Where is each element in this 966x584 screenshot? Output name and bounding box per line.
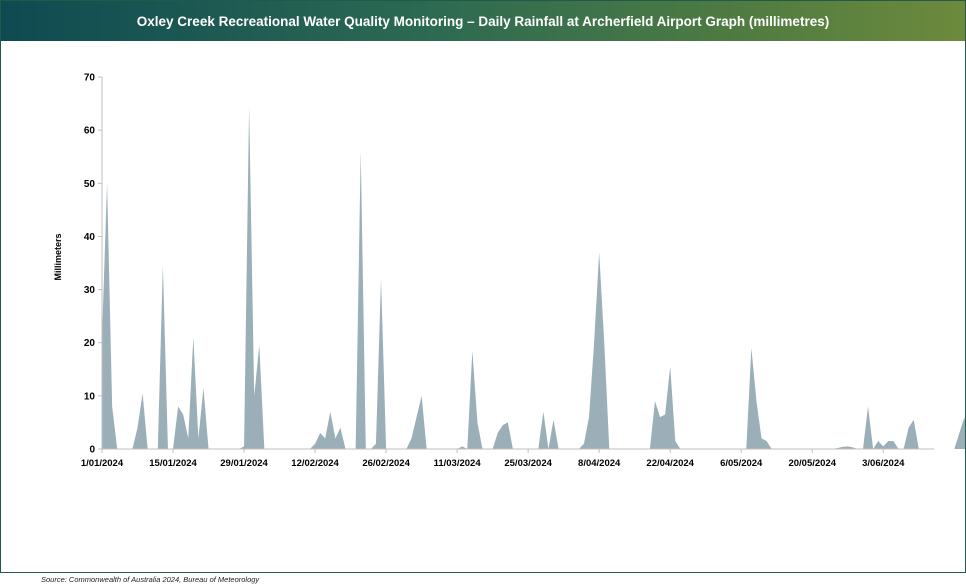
x-tick-label: 29/01/2024 bbox=[220, 458, 268, 469]
chart-area: Millimeters 0 10 20 30 40 50 60 70 1/01/2024 15/0… bbox=[1, 41, 966, 584]
x-tick-label: 15/01/2024 bbox=[149, 458, 197, 469]
chart-title: Oxley Creek Recreational Water Quality M… bbox=[136, 13, 830, 29]
y-tick-label: 70 bbox=[84, 73, 96, 84]
x-tick-label: 22/04/2024 bbox=[646, 458, 694, 469]
y-tick-label: 20 bbox=[84, 338, 96, 349]
x-tick-label: 1/01/2024 bbox=[81, 458, 124, 469]
rainfall-chart: Millimeters 0 10 20 30 40 50 60 70 1/01/2024 15/0… bbox=[53, 73, 966, 469]
x-tick-label: 3/06/2024 bbox=[862, 458, 905, 469]
y-tick-label: 0 bbox=[89, 445, 95, 456]
x-tick-label: 26/02/2024 bbox=[362, 458, 410, 469]
y-tick-label: 50 bbox=[84, 179, 96, 190]
title-bar: Oxley Creek Recreational Water Quality M… bbox=[1, 1, 965, 41]
y-axis-label: Millimeters bbox=[53, 233, 63, 280]
rainfall-area-series bbox=[102, 106, 966, 449]
x-tick-label: 11/03/2024 bbox=[434, 458, 482, 469]
source-note: Source: Commonwealth of Australia 2024, … bbox=[41, 575, 260, 584]
y-tick-label: 40 bbox=[84, 232, 96, 243]
x-tick-label: 20/05/2024 bbox=[788, 458, 836, 469]
y-tick-label: 60 bbox=[84, 126, 96, 137]
x-tick-label: 25/03/2024 bbox=[504, 458, 552, 469]
y-tick-label: 10 bbox=[84, 391, 96, 402]
y-tick-label: 30 bbox=[84, 285, 96, 296]
x-tick-label: 12/02/2024 bbox=[291, 458, 339, 469]
x-tick-label: 6/05/2024 bbox=[720, 458, 763, 469]
x-tick-label: 8/04/2024 bbox=[578, 458, 621, 469]
